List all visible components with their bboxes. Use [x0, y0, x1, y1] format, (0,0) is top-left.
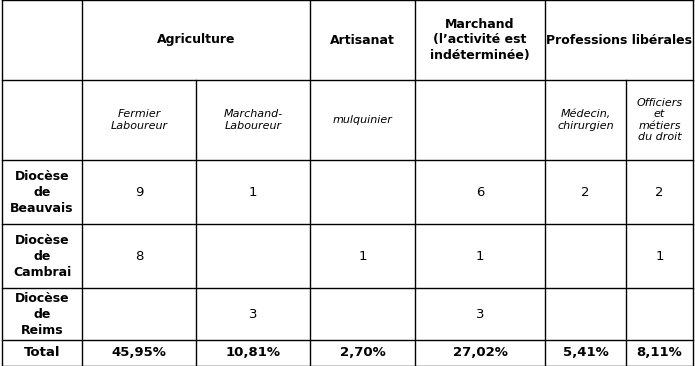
Text: 9: 9: [135, 186, 143, 198]
Text: 1: 1: [476, 250, 484, 262]
Text: Fermier
Laboureur: Fermier Laboureur: [111, 109, 167, 131]
Text: 1: 1: [655, 250, 664, 262]
Text: Officiers
et
métiers
du droit: Officiers et métiers du droit: [637, 98, 682, 142]
Text: 1: 1: [358, 250, 367, 262]
Text: Diocèse
de
Cambrai: Diocèse de Cambrai: [13, 234, 71, 279]
Text: Professions libérales: Professions libérales: [546, 34, 692, 46]
Text: 2: 2: [655, 186, 664, 198]
Text: Total: Total: [24, 347, 60, 359]
Text: 2: 2: [581, 186, 590, 198]
Text: 10,81%: 10,81%: [225, 347, 281, 359]
Text: Agriculture: Agriculture: [157, 34, 235, 46]
Text: 1: 1: [249, 186, 257, 198]
Text: Marchand-
Laboureur: Marchand- Laboureur: [223, 109, 283, 131]
Text: 3: 3: [249, 307, 257, 321]
Text: 5,41%: 5,41%: [563, 347, 608, 359]
Text: Diocèse
de
Reims: Diocèse de Reims: [15, 291, 70, 336]
Text: 27,02%: 27,02%: [452, 347, 507, 359]
Text: 45,95%: 45,95%: [112, 347, 166, 359]
Text: 2,70%: 2,70%: [340, 347, 385, 359]
Text: Artisanat: Artisanat: [330, 34, 395, 46]
Text: 8,11%: 8,11%: [637, 347, 682, 359]
Text: 3: 3: [476, 307, 484, 321]
Text: 8: 8: [135, 250, 143, 262]
Text: Diocèse
de
Beauvais: Diocèse de Beauvais: [10, 169, 74, 214]
Text: 6: 6: [476, 186, 484, 198]
Text: Marchand
(l’activité est
indéterminée): Marchand (l’activité est indéterminée): [430, 18, 530, 63]
Text: mulquinier: mulquinier: [333, 115, 393, 125]
Text: Médecin,
chirurgien: Médecin, chirurgien: [557, 109, 614, 131]
